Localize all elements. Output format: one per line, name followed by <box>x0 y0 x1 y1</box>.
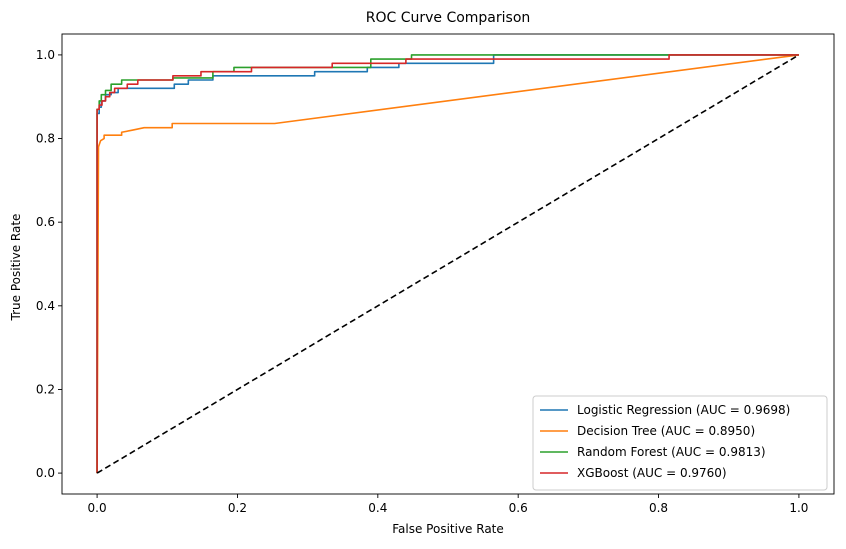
series-line-xgboost <box>96 54 799 474</box>
plot-frame <box>61 33 835 495</box>
y-tick-label: 1.0 <box>36 48 55 62</box>
legend-label: Random Forest (AUC = 0.9813) <box>577 445 766 459</box>
x-tick-label: 0.8 <box>649 501 668 515</box>
y-tick-label: 0.4 <box>36 299 55 313</box>
plot-area <box>96 54 800 474</box>
x-axis-label: False Positive Rate <box>392 522 504 536</box>
legend-label: XGBoost (AUC = 0.9760) <box>577 466 727 480</box>
y-tick-label: 0.6 <box>36 215 55 229</box>
x-tick-label: 1.0 <box>789 501 808 515</box>
series-line-decision-tree <box>96 54 800 474</box>
x-tick-label: 0.4 <box>368 501 387 515</box>
chart-title: ROC Curve Comparison <box>366 10 531 26</box>
legend-label: Decision Tree (AUC = 0.8950) <box>577 424 755 438</box>
x-tick-label: 0.2 <box>228 501 247 515</box>
legend-box <box>532 395 828 491</box>
y-tick-label: 0.0 <box>36 466 55 480</box>
legend-label: Logistic Regression (AUC = 0.9698) <box>577 403 790 417</box>
diagonal-reference-line <box>96 54 800 474</box>
y-tick-label: 0.2 <box>36 382 55 396</box>
x-tick-label: 0.6 <box>509 501 528 515</box>
x-tick-label: 0.0 <box>88 501 107 515</box>
y-tick-label: 0.8 <box>36 132 55 146</box>
y-axis-label: True Positive Rate <box>9 214 23 322</box>
legend: Logistic Regression (AUC = 0.9698) Decisi… <box>532 395 828 491</box>
axes: 0.0 0.2 0.4 0.6 0.8 1.0 0.0 0.2 0.4 0.6 0.8 1.0 <box>36 33 835 515</box>
